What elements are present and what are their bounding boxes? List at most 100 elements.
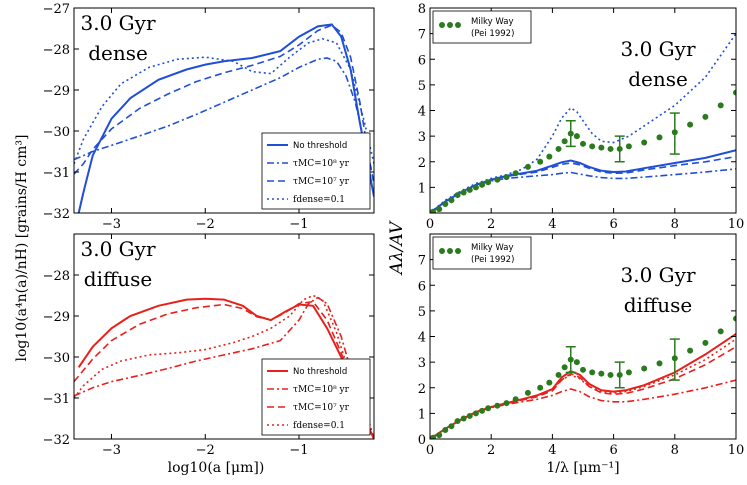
y-tick-label: −27 — [43, 2, 70, 17]
y-tick-label: 5 — [418, 305, 426, 320]
milky-way-point — [494, 402, 501, 409]
plot-area — [430, 33, 736, 213]
y-tick-label: −29 — [43, 310, 70, 325]
panel-annotation-phase: diffuse — [84, 267, 152, 291]
milky-way-point — [512, 396, 519, 403]
right-y-axis-label: Aλ/AV — [387, 220, 407, 276]
milky-way-point — [430, 434, 437, 439]
series-line-dashdot — [74, 296, 374, 439]
legend-label: τMC=10⁷ yr — [293, 177, 350, 187]
right-y-axis-label-text: Aλ/AV — [387, 220, 407, 276]
y-tick-label: 6 — [418, 279, 426, 294]
x-tick-label: −1 — [289, 443, 308, 458]
series-line-dashed — [430, 346, 736, 439]
milky-way-point — [436, 432, 443, 439]
x-tick-label: 0 — [426, 443, 434, 458]
milky-way-point — [472, 184, 479, 191]
legend: Milky Way (Pei 1992) — [432, 10, 532, 44]
y-tick-label: 1 — [418, 181, 426, 196]
legend-label: τMC=10⁸ yr — [293, 159, 350, 169]
y-tick-label: −30 — [43, 125, 70, 140]
milky-way-point — [702, 113, 709, 120]
milky-way-point — [537, 158, 544, 165]
series-line-dashdot — [430, 379, 736, 439]
y-tick-label: −28 — [43, 43, 70, 58]
y-tick-label: −30 — [43, 351, 70, 366]
milky-way-point — [580, 140, 586, 147]
series-line-dashed — [430, 155, 736, 213]
plot-area — [74, 294, 374, 439]
milky-way-point — [466, 186, 473, 193]
x-tick-label: −2 — [196, 217, 215, 232]
plot-area — [74, 23, 374, 213]
series-line-dotted — [430, 338, 736, 439]
milky-way-point — [687, 121, 694, 128]
milky-way-point — [589, 143, 596, 150]
x-tick-label: 6 — [609, 217, 617, 232]
y-tick-label: 0 — [418, 433, 426, 448]
panel-annotation-age: 3.0 Gyr — [621, 263, 696, 287]
milky-way-point — [656, 134, 663, 141]
panel-annotation-phase: dense — [628, 67, 688, 91]
bottom-right-x-axis-label: 1/λ [μm⁻¹] — [546, 460, 619, 476]
milky-way-point — [555, 371, 562, 378]
milky-way-point — [503, 400, 510, 407]
milky-way-point — [561, 138, 568, 145]
milky-way-point — [580, 366, 586, 373]
milky-way-point — [454, 418, 461, 425]
legend-marker — [439, 248, 445, 254]
milky-way-point — [442, 427, 449, 434]
milky-way-point — [485, 179, 492, 186]
legend-marker — [447, 22, 453, 28]
milky-way-point — [702, 339, 709, 346]
x-tick-label: 4 — [548, 217, 556, 232]
x-tick-label: −1 — [289, 217, 308, 232]
panel-annotation-age: 3.0 Gyr — [621, 37, 696, 61]
axes-frame — [73, 233, 375, 440]
legend-label: fdense=0.1 — [293, 421, 345, 431]
legend-label: No threshold — [293, 141, 347, 151]
y-tick-label: 4 — [418, 331, 426, 346]
left-y-axis-label-text: log10(a⁴n(a)/nH) [grains/H cm³] — [14, 135, 30, 362]
milky-way-point — [436, 206, 443, 213]
milky-way-point — [573, 359, 580, 366]
axes-frame — [73, 7, 375, 214]
y-tick-label: 7 — [418, 28, 426, 43]
milky-way-point — [733, 89, 736, 96]
milky-way-point — [454, 192, 461, 199]
milky-way-point — [512, 170, 519, 177]
x-tick-label: 2 — [487, 217, 495, 232]
x-tick-label: 6 — [609, 443, 617, 458]
legend-marker — [439, 22, 445, 28]
milky-way-point — [479, 181, 486, 188]
milky-way-point — [537, 384, 544, 391]
legend-label: (Pei 1992) — [471, 255, 514, 265]
y-tick-label: 7 — [418, 254, 426, 269]
milky-way-point — [598, 144, 605, 151]
x-tick-label: 8 — [671, 217, 679, 232]
y-tick-label: −32 — [43, 207, 70, 222]
milky-way-point — [589, 369, 596, 376]
milky-way-point — [472, 410, 479, 417]
legend-label: No threshold — [293, 367, 347, 377]
legend-marker — [447, 248, 453, 254]
milky-way-point — [479, 407, 486, 414]
panel-bottom-left: −3 −2 −1 −32 −31 −30 −29 −28 3.0 Gyr diffuse No th… — [43, 233, 375, 458]
milky-way-point — [460, 415, 467, 422]
milky-way-point — [598, 370, 605, 377]
milky-way-point — [656, 360, 663, 367]
x-tick-label: −3 — [102, 217, 121, 232]
panel-annotation-age: 3.0 Gyr — [81, 11, 156, 35]
series-line-dashed — [74, 300, 374, 439]
milky-way-point — [546, 379, 553, 386]
milky-way-point — [625, 143, 632, 150]
legend-marker — [455, 248, 461, 254]
series-line-dotted — [74, 294, 374, 439]
x-tick-label: 0 — [426, 217, 434, 232]
milky-way-point — [641, 139, 648, 146]
y-tick-label: 8 — [418, 2, 426, 17]
y-tick-label: 2 — [418, 382, 426, 397]
y-tick-label: −32 — [43, 433, 70, 448]
milky-way-point — [448, 423, 455, 430]
